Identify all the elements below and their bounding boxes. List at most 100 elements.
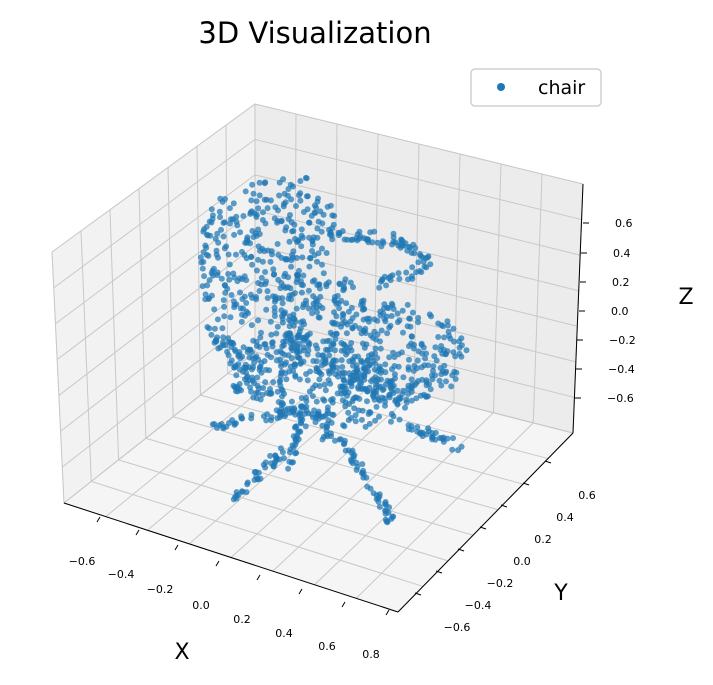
chair-point (408, 376, 415, 383)
chair-point (380, 310, 387, 317)
chair-point (311, 202, 318, 209)
chair-point (296, 328, 303, 335)
chair-point (365, 239, 372, 246)
chair-point (276, 456, 283, 463)
chair-point (256, 179, 263, 186)
chair-point (270, 293, 276, 300)
chair-point (310, 304, 317, 311)
chair-point (263, 278, 270, 285)
chair-point (390, 513, 397, 520)
chair-point (217, 195, 224, 202)
chair-point (243, 300, 250, 306)
chair-point (303, 398, 310, 405)
chair-point (455, 447, 462, 454)
chair-point (297, 178, 304, 184)
chair-point (262, 379, 269, 386)
chair-point (268, 331, 275, 338)
chair-point (273, 330, 280, 337)
chair-point (390, 306, 397, 312)
chair-point (292, 318, 299, 325)
chair-point (268, 354, 274, 361)
chair-point (231, 421, 238, 428)
back-wall-grid-h (254, 174, 581, 256)
chart-title: 3D Visualization (198, 16, 431, 50)
chair-point (275, 276, 282, 283)
chair-point (211, 306, 218, 313)
chair-point (213, 251, 220, 258)
chair-point (286, 368, 293, 375)
chair-point (371, 228, 378, 235)
chair-point (256, 192, 263, 199)
chair-point (322, 359, 329, 366)
chair-point (225, 271, 232, 277)
chair-point (309, 248, 315, 254)
chair-point (292, 373, 299, 380)
z-tick-label: 0.2 (612, 276, 630, 289)
chair-point (293, 203, 299, 209)
chair-point (214, 269, 221, 276)
chair-point (323, 346, 329, 353)
chair-point (236, 381, 243, 387)
chair-point (423, 393, 430, 400)
chair-point (226, 205, 233, 212)
chair-point (298, 226, 305, 233)
chair-point (314, 345, 321, 352)
chair-point (402, 404, 408, 411)
chair-point (217, 344, 224, 351)
chair-point (362, 423, 369, 430)
chair-point (255, 317, 262, 324)
chair-point (298, 289, 305, 296)
chair-point (200, 249, 207, 256)
y-tick-mark (544, 460, 552, 464)
chair-point (261, 248, 268, 255)
chair-point (332, 437, 338, 444)
chair-point (329, 363, 336, 370)
chair-point (255, 256, 262, 263)
chair-point (458, 342, 465, 349)
chair-point (428, 313, 435, 320)
chair-point (295, 237, 302, 244)
chair-point (244, 481, 251, 488)
chair-point (364, 483, 371, 490)
x-tick-mark (341, 601, 346, 608)
chair-point (422, 355, 429, 362)
chair-point (250, 190, 257, 197)
chair-point (328, 419, 335, 426)
y-tick-label: −0.6 (444, 621, 471, 634)
chair-point (279, 343, 286, 350)
chair-point (329, 396, 336, 402)
chair-point (394, 401, 401, 408)
chair-point (429, 434, 435, 441)
chair-point (317, 293, 324, 300)
chair-point (230, 200, 237, 207)
chair-point (249, 181, 256, 188)
chair-point (437, 346, 444, 353)
chair-point (280, 283, 287, 290)
x-tick-label: 0.8 (362, 648, 380, 661)
chair-point (438, 382, 445, 389)
chair-point (293, 423, 300, 430)
chair-point (320, 396, 327, 403)
chair-point (450, 325, 457, 332)
chair-point (326, 231, 333, 238)
chair-point (407, 315, 413, 322)
x-axis-label: X (174, 640, 189, 665)
z-tick-label: 0.4 (613, 247, 631, 260)
chair-point (285, 186, 292, 192)
chair-point (255, 469, 262, 476)
floor-grid-y (91, 480, 424, 587)
chair-point (343, 330, 350, 337)
chair-point (279, 300, 286, 307)
chair-point (251, 380, 258, 387)
chair-point (442, 370, 449, 376)
chair-point (276, 192, 283, 199)
legend-marker (497, 83, 505, 91)
chair-point (330, 357, 337, 364)
chair-point (300, 301, 307, 308)
chair-point (206, 218, 213, 225)
chair-point (254, 374, 261, 381)
chair-point (359, 407, 366, 414)
chair-point (387, 322, 394, 329)
chair-point (395, 363, 402, 370)
chair-point (248, 208, 255, 215)
